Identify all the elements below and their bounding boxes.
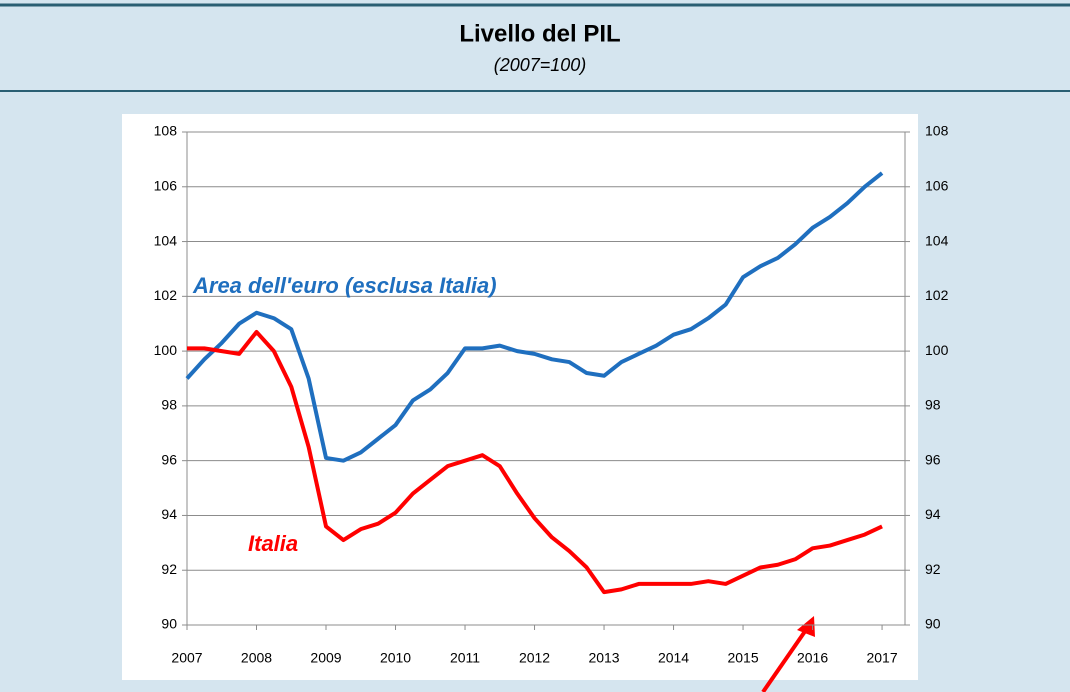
y2-tick-label: 102 — [925, 287, 949, 303]
y-tick-label: 98 — [161, 397, 177, 413]
x-tick-label: 2017 — [866, 650, 897, 666]
chart-subtitle: (2007=100) — [494, 55, 587, 75]
x-tick-label: 2012 — [519, 650, 550, 666]
y2-tick-label: 104 — [925, 232, 949, 248]
y-tick-label: 102 — [154, 287, 178, 303]
y-tick-label: 92 — [161, 561, 177, 577]
y2-tick-label: 94 — [925, 506, 941, 522]
x-tick-label: 2014 — [658, 650, 689, 666]
y-tick-label: 106 — [154, 177, 178, 193]
y-tick-label: 108 — [154, 123, 178, 139]
y2-tick-label: 96 — [925, 451, 941, 467]
x-tick-label: 2007 — [171, 650, 202, 666]
series-line — [187, 329, 883, 595]
y2-tick-label: 106 — [925, 177, 949, 193]
series-label: Area dell'euro (esclusa Italia) — [192, 273, 497, 298]
y-tick-label: 96 — [161, 451, 177, 467]
series-label: Italia — [248, 531, 298, 556]
arrow-head — [797, 616, 815, 637]
y-tick-label: 94 — [161, 506, 177, 522]
x-tick-label: 2016 — [797, 650, 828, 666]
y2-tick-label: 100 — [925, 342, 949, 358]
plot-panel — [122, 114, 918, 680]
x-tick-label: 2010 — [380, 650, 411, 666]
chart-title: Livello del PIL — [459, 20, 620, 47]
x-tick-label: 2009 — [310, 650, 341, 666]
x-tick-label: 2008 — [241, 650, 272, 666]
x-tick-label: 2015 — [727, 650, 758, 666]
x-tick-label: 2011 — [450, 650, 480, 666]
arrow-shaft — [761, 625, 810, 692]
y-tick-label: 90 — [161, 616, 177, 632]
y-tick-label: 100 — [154, 342, 178, 358]
y2-tick-label: 90 — [925, 616, 941, 632]
y2-tick-label: 92 — [925, 561, 941, 577]
y-tick-label: 104 — [154, 232, 178, 248]
y2-tick-label: 108 — [925, 123, 949, 139]
series-line — [185, 171, 884, 463]
x-tick-label: 2013 — [588, 650, 619, 666]
y2-tick-label: 98 — [925, 397, 941, 413]
